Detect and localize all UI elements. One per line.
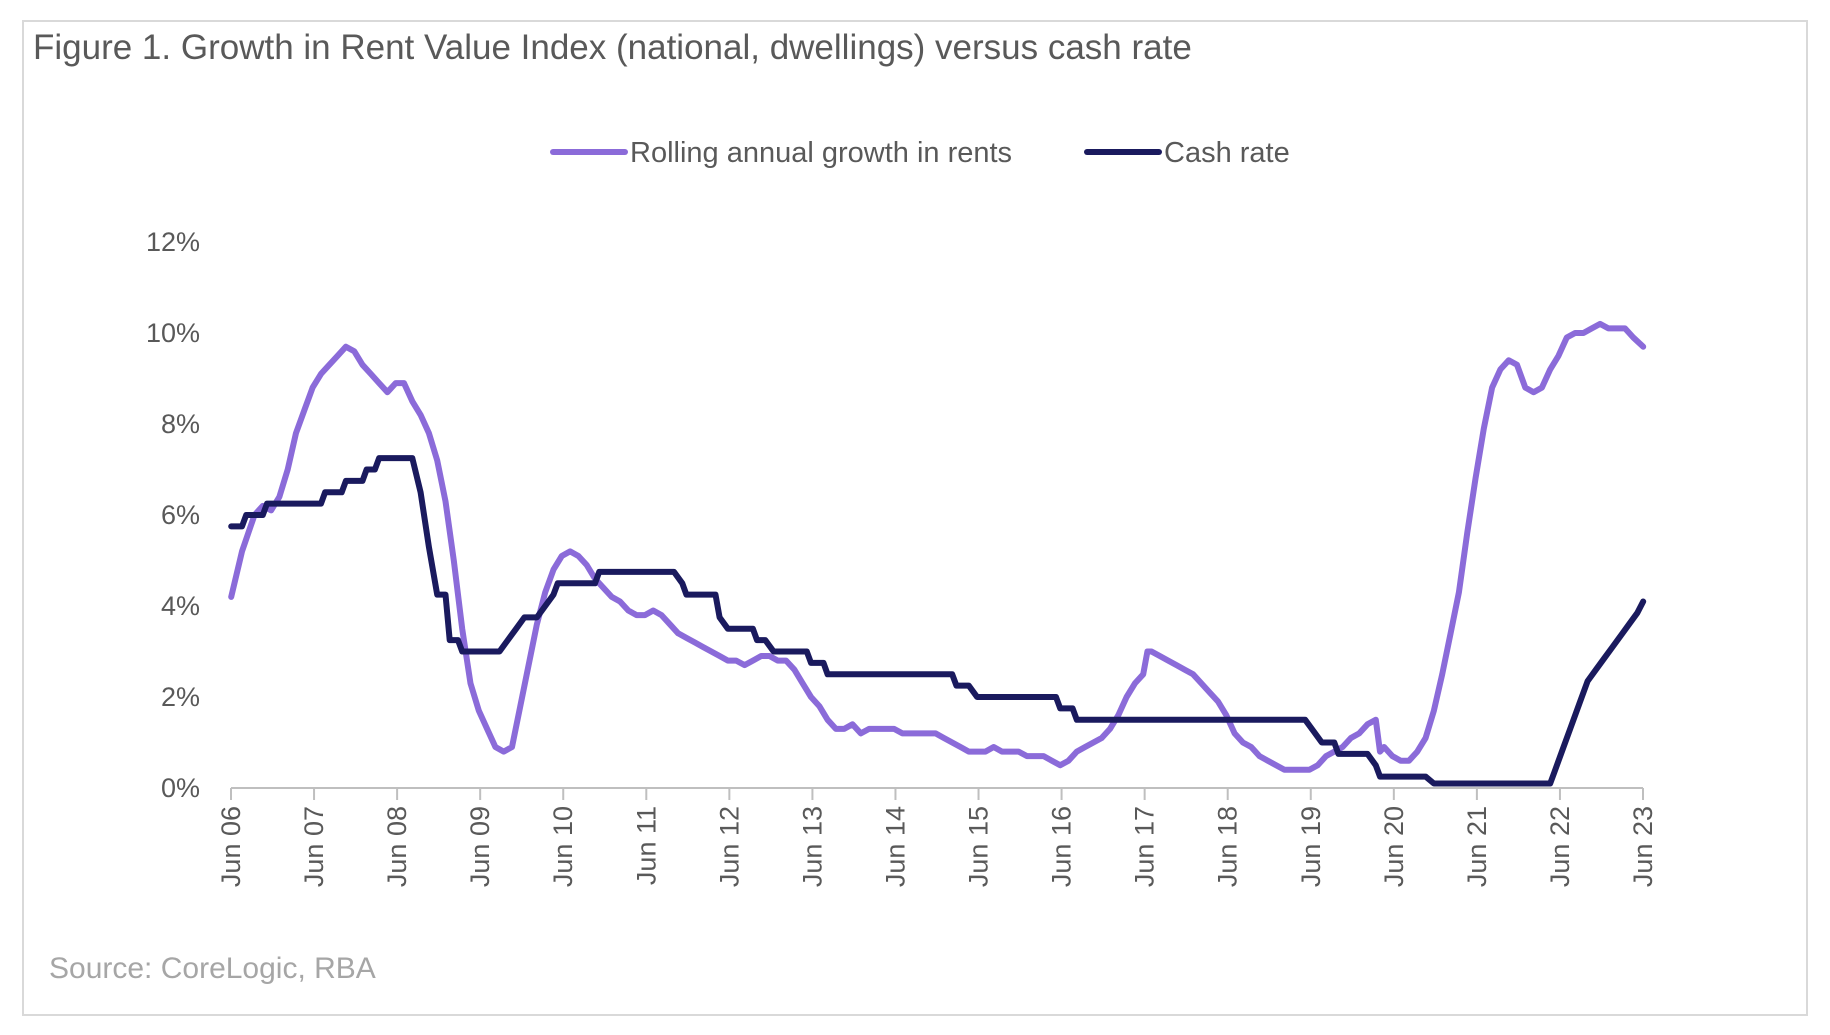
y-tick-label: 0% [161, 773, 200, 803]
x-tick-label: Jun 16 [1047, 806, 1077, 887]
chart-title: Figure 1. Growth in Rent Value Index (na… [33, 28, 1192, 67]
y-axis: 0% 2% 4% 6% 8% 10% 12% [146, 227, 200, 803]
legend-label-1: Cash rate [1164, 137, 1290, 169]
x-tick-label: Jun 21 [1462, 806, 1492, 887]
x-tick-label: Jun 20 [1379, 806, 1409, 887]
legend-label-0: Rolling annual growth in rents [630, 137, 1012, 169]
x-tick-label: Jun 19 [1296, 806, 1326, 887]
x-tick-label: Jun 12 [714, 806, 744, 887]
x-tick-label: Jun 22 [1545, 806, 1575, 887]
x-tick-label: Jun 11 [631, 806, 661, 885]
x-tick-label: Jun 15 [964, 806, 994, 887]
x-tick-label: Jun 17 [1130, 806, 1160, 887]
y-tick-label: 2% [161, 682, 200, 712]
y-tick-label: 6% [161, 500, 200, 530]
y-tick-label: 12% [146, 227, 200, 257]
series-line-1 [228, 455, 1647, 787]
x-tick-label: Jun 09 [465, 806, 495, 887]
x-tick-label: Jun 10 [548, 806, 578, 887]
x-tick-label: Jun 14 [880, 806, 910, 887]
y-tick-label: 4% [161, 591, 200, 621]
x-tick-label: Jun 23 [1628, 806, 1658, 887]
x-tick-label: Jun 18 [1213, 806, 1243, 887]
chart-frame [22, 20, 1808, 1016]
series-line-0 [228, 320, 1647, 773]
series-layer [228, 320, 1647, 787]
source-note: Source: CoreLogic, RBA [49, 952, 376, 985]
y-tick-label: 8% [161, 409, 200, 439]
y-tick-label: 10% [146, 318, 200, 348]
x-axis: Jun 06 Jun 07 Jun 08 Jun 09 Jun 10 Jun 11 Jun … [216, 787, 1658, 887]
x-tick-label: Jun 06 [216, 806, 246, 887]
x-tick-label: Jun 07 [299, 806, 329, 887]
x-tick-label: Jun 13 [797, 806, 827, 887]
x-tick-label: Jun 08 [382, 806, 412, 887]
legend: Rolling annual growth in rents Cash rate [550, 137, 1290, 169]
